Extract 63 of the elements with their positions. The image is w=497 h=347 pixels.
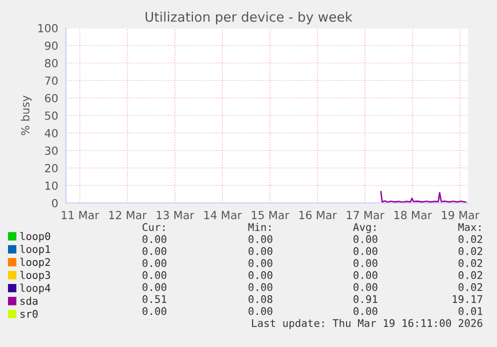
legend-label: sda xyxy=(20,296,38,305)
legend-label: loop1 xyxy=(20,244,50,256)
y-tick-label: 60 xyxy=(45,94,58,102)
text: Min: xyxy=(248,222,270,231)
y-tick-label: 100 xyxy=(38,24,58,32)
x-tick-label: 13 Mar xyxy=(156,210,194,220)
text: 19.17 xyxy=(452,295,482,304)
text: Max: xyxy=(458,223,480,232)
y-axis-title: % busy xyxy=(20,96,32,136)
text: 0.00 xyxy=(142,235,166,244)
text: 0.02 xyxy=(458,235,482,244)
y-tick-label: 40 xyxy=(44,128,58,138)
line-series xyxy=(380,190,467,203)
text: 0.00 xyxy=(354,247,378,256)
x-tick-label: 17 Mar xyxy=(346,210,384,220)
text: 0.08 xyxy=(248,295,272,304)
x-tick-label: 15 Mar xyxy=(252,210,290,220)
text: 0.51 xyxy=(142,295,166,304)
legend-label: loop3 xyxy=(20,270,50,281)
x-tick-label: 14 Mar xyxy=(204,210,242,220)
text: 0.02 xyxy=(458,271,482,280)
x-tick-label: 11 Mar xyxy=(62,210,100,220)
text: 0.02 xyxy=(458,283,482,292)
text: 0.00 xyxy=(354,259,378,268)
text: 0.01 xyxy=(458,307,482,316)
y-tick-label: 20 xyxy=(45,164,58,172)
chart-title: Utilization per device - by week xyxy=(146,12,352,24)
y-tick-label: 0 xyxy=(52,198,58,208)
legend-label: loop0 xyxy=(20,232,50,242)
text: 0.00 xyxy=(142,307,166,316)
legend-label: loop2 xyxy=(20,258,50,268)
y-tick-label: 80 xyxy=(44,58,58,68)
y-tick-label: 90 xyxy=(44,41,58,50)
y-tick-label: 10 xyxy=(45,181,58,190)
text: 0.00 xyxy=(142,247,166,256)
text: 0.00 xyxy=(248,259,272,268)
text: 0.00 xyxy=(248,283,272,292)
x-tick-label: 19 Mar xyxy=(442,210,480,220)
text: 0.00 xyxy=(248,235,272,244)
y-tick-label: 70 xyxy=(45,76,58,85)
y-tick-label: 30 xyxy=(45,146,58,155)
text: 0.00 xyxy=(142,283,166,292)
text: Last update: Thu Mar 19 16:11:00 2026 xyxy=(252,318,482,330)
text: 0.00 xyxy=(354,235,378,244)
text: 0.00 xyxy=(354,283,378,292)
legend-label: loop4 xyxy=(20,284,50,294)
text: 0.00 xyxy=(248,271,272,280)
x-tick-label: 12 Mar xyxy=(109,210,147,220)
text: Avg: xyxy=(353,223,376,234)
text: 0.00 xyxy=(248,247,272,256)
text: 0.00 xyxy=(142,259,166,268)
text: 0.00 xyxy=(142,271,166,280)
text: Cur: xyxy=(142,223,164,232)
text: 0.91 xyxy=(354,295,378,304)
text: 0.00 xyxy=(354,307,378,316)
legend-label: sr0 xyxy=(20,310,38,318)
x-tick-label: 16 Mar xyxy=(299,210,337,220)
y-tick-label: 50 xyxy=(45,111,58,120)
x-tick-label: 18 Mar xyxy=(394,210,432,220)
text: 0.00 xyxy=(248,307,272,316)
text: 0.00 xyxy=(354,271,378,280)
text: 0.02 xyxy=(458,259,482,268)
text: 0.02 xyxy=(458,247,482,256)
